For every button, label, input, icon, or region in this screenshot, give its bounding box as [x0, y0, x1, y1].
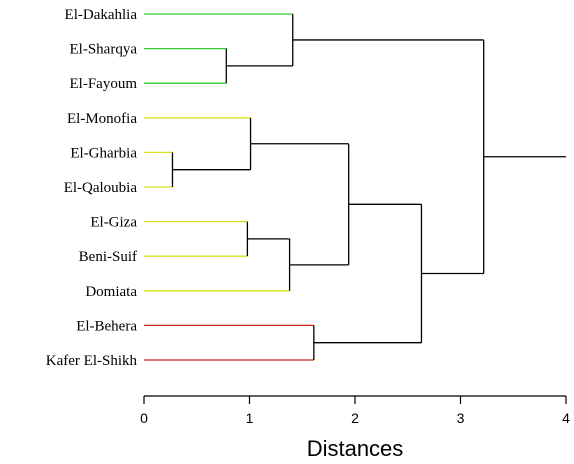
- leaf-label-el-qaloubia: El-Qaloubia: [64, 180, 138, 196]
- x-tick-label-4: 4: [562, 410, 570, 426]
- leaf-label-el-sharqya: El-Sharqya: [70, 42, 138, 58]
- leaf-labels: El-Dakahlia El-Sharqya El-Fayoum El-Monofia…: [46, 7, 138, 369]
- leaf-label-el-fayoum: El-Fayoum: [70, 76, 138, 92]
- x-axis-title: Distances: [307, 436, 404, 461]
- x-tick-label-1: 1: [246, 410, 254, 426]
- x-tick-label-3: 3: [457, 410, 465, 426]
- x-axis: 0 1 2 3 4: [140, 395, 570, 426]
- leaf-label-el-giza: El-Giza: [90, 215, 137, 231]
- leaf-label-domiata: Domiata: [85, 284, 137, 300]
- dendrogram-links: [144, 13, 566, 361]
- leaf-label-el-behera: El-Behera: [76, 318, 137, 334]
- leaf-label-beni-suif: Beni-Suif: [79, 249, 137, 265]
- leaf-label-el-gharbia: El-Gharbia: [70, 145, 137, 161]
- x-tick-label-0: 0: [140, 410, 148, 426]
- leaf-label-el-dakahlia: El-Dakahlia: [65, 7, 138, 23]
- leaf-label-kafer-el-shikh: Kafer El-Shikh: [46, 353, 138, 369]
- leaf-label-el-monofia: El-Monofia: [67, 111, 137, 127]
- x-tick-label-2: 2: [351, 410, 359, 426]
